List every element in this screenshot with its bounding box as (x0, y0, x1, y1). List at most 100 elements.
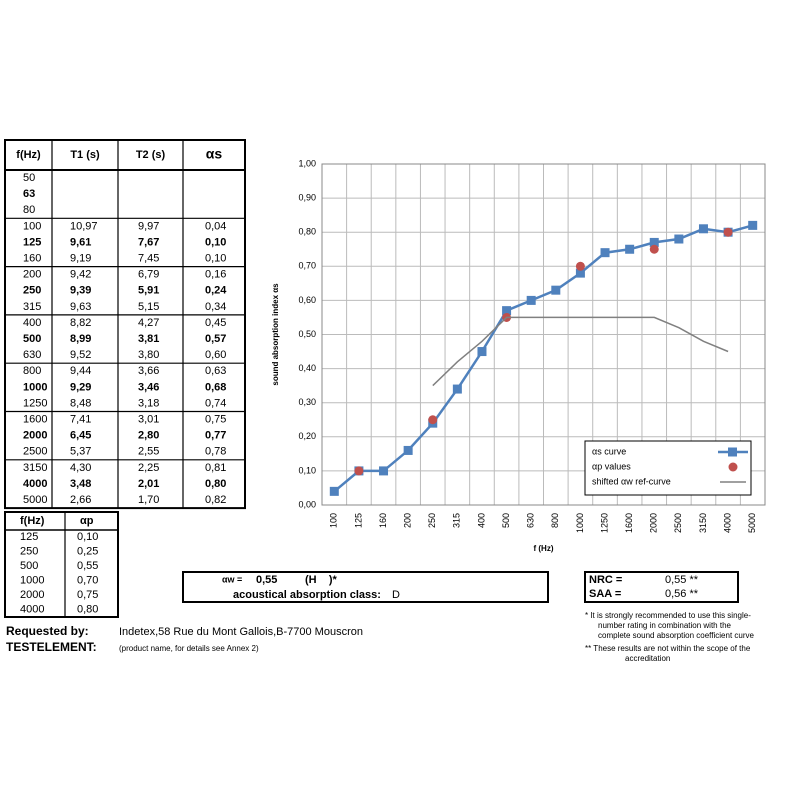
plot-frame (321, 163, 766, 506)
point-square (502, 306, 512, 316)
table-cell: 7,41 (70, 413, 91, 425)
y-tick-label: 0,80 (298, 227, 316, 237)
x-tick-label: 3150 (698, 513, 708, 533)
table-cell: 8,99 (70, 333, 91, 345)
table-cell: 0,10 (205, 252, 226, 264)
y-tick-label: 0,30 (298, 397, 316, 407)
table-cell: 3,18 (138, 397, 159, 409)
table-cell: 6,45 (70, 430, 91, 442)
table-cell: 0,78 (205, 446, 226, 458)
x-tick-label: 500 (501, 513, 511, 528)
table2-cell: 0,25 (77, 546, 98, 558)
y-tick-label: 0,10 (298, 465, 316, 475)
table-cell: 800 (23, 365, 41, 377)
table2-cell: 0,55 (77, 560, 98, 572)
x-tick-label: 2000 (649, 513, 659, 533)
table-cell: 0,16 (205, 269, 226, 281)
table-cell: 0,80 (205, 478, 226, 490)
test-label: TESTELEMENT: (6, 640, 97, 654)
table-cell: 9,42 (70, 269, 91, 281)
table-header: αs (206, 146, 223, 162)
table-cell: 1250 (23, 397, 47, 409)
table-cell: 200 (23, 269, 41, 281)
table-cell: 2,25 (138, 462, 159, 474)
table-cell: 160 (23, 252, 41, 264)
point-circle (723, 227, 733, 237)
point-circle (575, 261, 585, 271)
y-tick-label: 1,00 (298, 158, 316, 168)
legend-label: αs curve (592, 446, 626, 456)
table-cell: 0,04 (205, 220, 226, 232)
point-square (698, 224, 708, 234)
table-cell: 50 (23, 172, 35, 184)
legend-swatch (728, 447, 737, 457)
table-cell: 3,46 (138, 381, 159, 393)
saa-label: SAA = (589, 588, 621, 600)
table-header: T1 (s) (70, 149, 100, 161)
table-cell: 0,77 (205, 430, 226, 442)
table-cell: 80 (23, 204, 35, 216)
table-cell: 0,81 (205, 462, 226, 474)
table-cell: 0,74 (205, 397, 226, 409)
table-cell: 8,82 (70, 317, 91, 329)
table-cell: 4,27 (138, 317, 159, 329)
table-cell: 9,61 (70, 236, 91, 248)
rating-box (182, 571, 549, 603)
x-tick-label: 1000 (575, 513, 585, 533)
point-circle (649, 244, 659, 254)
y-tick-label: 0,50 (298, 329, 316, 339)
table-cell: 0,75 (205, 413, 226, 425)
requested-label: Requested by: (6, 624, 89, 638)
point-square (674, 234, 684, 244)
table-cell: 0,10 (205, 236, 226, 248)
table2-cell: 250 (20, 546, 38, 558)
table-cell: 630 (23, 349, 41, 361)
x-tick-label: 2500 (673, 513, 683, 533)
y-axis-label: sound absorption index αs (271, 283, 280, 386)
table-cell: 0,60 (205, 349, 226, 361)
reference-line (432, 316, 729, 387)
point-square (452, 384, 462, 394)
table2-frame (4, 511, 119, 618)
x-tick-label: 315 (452, 513, 462, 528)
table-cell: 0,63 (205, 365, 226, 377)
table-cell: 315 (23, 301, 41, 313)
shape-indicator: (H )* (305, 574, 337, 586)
legend-swatch (728, 462, 738, 472)
point-square (403, 445, 413, 455)
table-cell: 100 (23, 220, 41, 232)
table-header: f(Hz) (16, 149, 41, 161)
point-square (477, 347, 487, 357)
y-tick-label: 0,90 (298, 192, 316, 202)
note: accreditation (625, 654, 670, 663)
x-tick-label: 630 (526, 513, 536, 528)
table2-cell: 4000 (20, 604, 44, 616)
y-tick-label: 0,00 (298, 499, 316, 509)
table-cell: 2,80 (138, 430, 159, 442)
table2-cell: 1000 (20, 575, 44, 587)
table-cell: 2000 (23, 430, 47, 442)
y-tick-label: 0,20 (298, 431, 316, 441)
class-label: acoustical absorption class: (233, 589, 381, 601)
table-cell: 2,66 (70, 494, 91, 506)
point-square (551, 285, 561, 295)
table2-cell: 500 (20, 560, 38, 572)
table-cell: 400 (23, 317, 41, 329)
table-cell: 2,01 (138, 478, 159, 490)
point-circle (428, 415, 438, 425)
table-cell: 3,01 (138, 413, 159, 425)
table-cell: 9,29 (70, 381, 91, 393)
table-cell: 3,66 (138, 365, 159, 377)
table-cell: 4000 (23, 478, 47, 490)
table2-cell: 0,70 (77, 575, 98, 587)
table2-cell: 0,80 (77, 604, 98, 616)
table-cell: 1600 (23, 413, 47, 425)
x-tick-label: 160 (378, 513, 388, 528)
table-cell: 5,91 (138, 285, 159, 297)
table-cell: 7,45 (138, 252, 159, 264)
table-cell: 2500 (23, 446, 47, 458)
table-cell: 4,30 (70, 462, 91, 474)
point-square (625, 244, 635, 254)
x-tick-label: 200 (403, 513, 413, 528)
